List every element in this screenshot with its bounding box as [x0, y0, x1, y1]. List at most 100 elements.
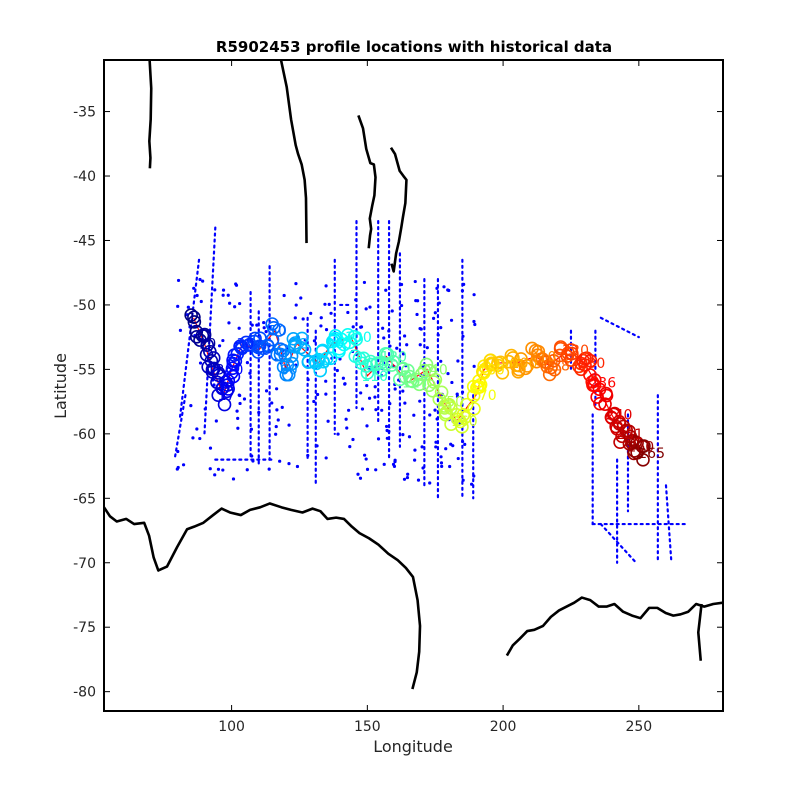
profile-marker [315, 343, 330, 358]
historical-point [434, 440, 438, 444]
historical-point [312, 399, 316, 404]
historical-point [294, 363, 298, 367]
historical-point [221, 288, 226, 292]
historical-point [470, 482, 474, 486]
y-tick-label: -70 [73, 556, 96, 572]
historical-point [388, 401, 392, 406]
historical-point [280, 405, 284, 409]
historical-point [403, 401, 407, 405]
historical-point [415, 312, 419, 317]
historical-point [472, 474, 476, 478]
historical-point [358, 476, 363, 480]
coastline-nz-south [357, 114, 377, 249]
profile-marker [512, 362, 526, 377]
historical-transect [173, 394, 187, 461]
historical-point [460, 289, 465, 293]
historical-point [416, 478, 421, 482]
x-tick-label: 100 [218, 719, 245, 735]
historical-point [217, 344, 222, 348]
historical-point [401, 352, 406, 356]
historical-point [388, 344, 392, 348]
historical-point [384, 424, 389, 429]
profile-marker [211, 366, 226, 380]
historical-point [327, 302, 331, 306]
profile-marker [417, 363, 432, 378]
historical-point [406, 472, 410, 476]
historical-point [178, 328, 183, 332]
historical-point [385, 428, 389, 433]
historical-point [440, 464, 444, 468]
historical-point [275, 387, 279, 391]
historical-point [434, 445, 438, 449]
profile-marker [590, 390, 604, 404]
profile-marker [583, 353, 598, 368]
historical-point [201, 279, 205, 283]
historical-point [439, 455, 443, 459]
historical-point [191, 436, 195, 440]
profile-marker [467, 401, 481, 416]
y-tick-label: -75 [73, 620, 96, 636]
historical-point [228, 301, 232, 305]
historical-point [312, 339, 317, 343]
profile-number-label: 140 [421, 362, 448, 378]
profile-number-label: 230 [579, 356, 606, 372]
historical-point [262, 320, 266, 325]
historical-point [324, 284, 328, 288]
historical-point [401, 433, 405, 437]
historical-point [472, 364, 476, 368]
historical-point [473, 322, 477, 327]
historical-point [262, 326, 266, 330]
historical-point [382, 336, 386, 340]
historical-point [221, 293, 225, 297]
y-tick-label: -80 [73, 685, 96, 701]
historical-point [461, 334, 465, 338]
historical-point [270, 401, 274, 405]
historical-point [364, 457, 368, 461]
profile-marker [565, 346, 579, 361]
historical-point [403, 334, 407, 338]
coastline-tasmania-like-west [279, 60, 308, 244]
profile-marker [476, 365, 490, 379]
profile-marker [297, 342, 312, 357]
historical-point [238, 401, 242, 406]
profile-marker [211, 388, 226, 403]
profile-marker [272, 323, 286, 337]
historical-point [439, 461, 444, 465]
historical-point [195, 427, 199, 431]
y-tick-label: -60 [73, 427, 96, 443]
historical-point [347, 408, 351, 412]
profile-marker [347, 330, 362, 344]
historical-point [402, 477, 407, 481]
historical-point [306, 378, 310, 382]
historical-point [359, 325, 364, 329]
historical-point [455, 394, 460, 398]
historical-point [448, 464, 452, 469]
profile-number-label: 150 [437, 395, 464, 411]
historical-point [233, 305, 237, 309]
historical-point [264, 330, 268, 334]
historical-point [319, 324, 323, 328]
profile-marker [457, 410, 472, 425]
historical-point [251, 459, 255, 463]
profile-marker [221, 382, 235, 396]
profile-number-label: 218 [543, 359, 570, 375]
historical-point [374, 468, 378, 472]
historical-point [463, 442, 467, 446]
y-axis-label: Latitude [51, 353, 70, 419]
coastline-antarctica-west-peninsula [696, 603, 703, 661]
historical-point [435, 417, 439, 421]
historical-point [329, 311, 333, 315]
historical-point [214, 419, 218, 423]
historical-point [276, 418, 280, 422]
y-tick-label: -45 [73, 233, 96, 249]
historical-point [428, 413, 432, 417]
historical-point [418, 343, 422, 347]
historical-point [226, 293, 230, 297]
historical-point [433, 408, 437, 412]
historical-point [245, 361, 250, 365]
historical-point [301, 317, 305, 321]
profile-marker [349, 332, 364, 347]
profile-marker [427, 375, 441, 389]
x-tick-label: 150 [354, 719, 381, 735]
profile-number-label: 127 [402, 375, 429, 391]
